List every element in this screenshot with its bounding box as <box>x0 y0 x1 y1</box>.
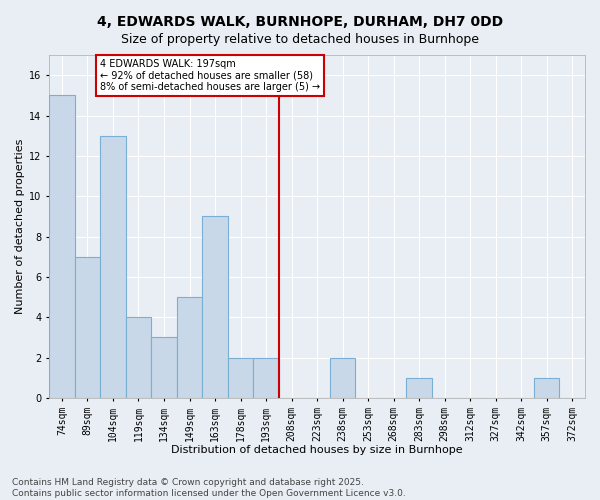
Text: Contains HM Land Registry data © Crown copyright and database right 2025.
Contai: Contains HM Land Registry data © Crown c… <box>12 478 406 498</box>
Bar <box>406 378 432 398</box>
X-axis label: Distribution of detached houses by size in Burnhope: Distribution of detached houses by size … <box>171 445 463 455</box>
Bar <box>151 338 177 398</box>
Text: Size of property relative to detached houses in Burnhope: Size of property relative to detached ho… <box>121 32 479 46</box>
Bar <box>126 318 151 398</box>
Bar <box>534 378 559 398</box>
Bar <box>49 96 74 398</box>
Bar <box>177 297 202 398</box>
Text: 4 EDWARDS WALK: 197sqm
← 92% of detached houses are smaller (58)
8% of semi-deta: 4 EDWARDS WALK: 197sqm ← 92% of detached… <box>100 59 320 92</box>
Bar <box>74 256 100 398</box>
Bar <box>228 358 253 398</box>
Text: 4, EDWARDS WALK, BURNHOPE, DURHAM, DH7 0DD: 4, EDWARDS WALK, BURNHOPE, DURHAM, DH7 0… <box>97 15 503 29</box>
Bar <box>100 136 126 398</box>
Bar <box>253 358 279 398</box>
Bar <box>202 216 228 398</box>
Bar <box>330 358 355 398</box>
Y-axis label: Number of detached properties: Number of detached properties <box>15 139 25 314</box>
